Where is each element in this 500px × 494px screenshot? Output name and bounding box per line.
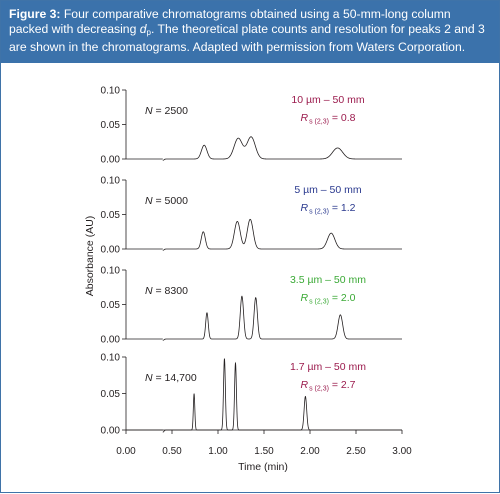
x-tick-label: 1.50 [254, 446, 274, 457]
resolution-value: = 1.2 [329, 202, 356, 214]
resolution-value: = 2.7 [329, 379, 356, 391]
resolution-subscript: s (2,3) [309, 299, 329, 306]
plate-count-value: = 8300 [153, 285, 188, 297]
x-axis-title: Time (min) [238, 461, 288, 473]
resolution-symbol: R [300, 112, 308, 124]
plate-count-value: = 5000 [153, 195, 188, 207]
y-axis-title: Absorbance (AU) [84, 216, 96, 297]
figure-label: Figure 3: [9, 7, 61, 21]
resolution-subscript: s (2,3) [309, 386, 329, 393]
chromatogram-panel: 0.00 0.05 0.10 N = 5000 5 µm – 50 mm Rs (2,3)… [101, 176, 402, 256]
plate-count-label: N = 14,700 [145, 372, 197, 384]
chromatogram-trace [162, 136, 402, 161]
caption-text-before: Four comparative chromatograms obtained … [9, 7, 451, 36]
column-label: 1.7 µm – 50 mm [290, 361, 366, 373]
dp-symbol: d [139, 22, 147, 36]
resolution-subscript: s (2,3) [309, 209, 329, 216]
chromatogram-panel: 0.00 0.05 0.10 N = 8300 3.5 µm – 50 mm Rs (2,… [101, 266, 402, 346]
y-tick-label: 0.05 [101, 120, 121, 131]
chromatogram-trace [162, 358, 402, 433]
dp-subscript: p [146, 28, 151, 37]
chromatogram-trace [162, 218, 402, 251]
resolution-label: Rs (2,3) = 2.7 [300, 379, 355, 393]
plate-count-value: = 2500 [153, 105, 188, 117]
column-label: 5 µm – 50 mm [294, 184, 362, 196]
resolution-label: Rs (2,3) = 0.8 [300, 112, 355, 126]
plate-count-label: N = 5000 [145, 195, 188, 207]
chromatogram-panel: 0.00 0.05 0.10 N = 14,700 1.7 µm – 50 mm Rs (… [101, 353, 402, 437]
resolution-symbol: R [300, 202, 308, 214]
resolution-label: Rs (2,3) = 1.2 [300, 202, 355, 216]
chromatogram-panel: 0.00 0.05 0.10 N = 2500 10 µm – 50 mm Rs (2,3… [101, 86, 402, 166]
column-label: 10 µm – 50 mm [291, 94, 364, 106]
resolution-label: Rs (2,3) = 2.0 [300, 292, 355, 306]
figure-caption: Figure 3: Four comparative chromatograms… [1, 1, 499, 63]
y-tick-label: 0.05 [101, 389, 121, 400]
resolution-value: = 0.8 [329, 112, 356, 124]
y-tick-label: 0.05 [101, 210, 121, 221]
x-tick-label: 2.00 [300, 446, 320, 457]
caption-text-after: . The theoretical plate counts and resol… [9, 22, 485, 54]
plate-count-symbol: N [145, 285, 153, 297]
plate-count-symbol: N [145, 105, 153, 117]
plate-count-symbol: N [145, 195, 153, 207]
y-tick-label: 0.00 [101, 245, 121, 256]
y-tick-label: 0.05 [101, 300, 121, 311]
plate-count-label: N = 8300 [145, 285, 188, 297]
resolution-value: = 2.0 [329, 292, 356, 304]
x-tick-label: 0.00 [116, 446, 136, 457]
y-tick-label: 0.10 [101, 266, 121, 277]
chromatogram-trace [162, 295, 402, 341]
y-tick-label: 0.00 [101, 335, 121, 346]
y-tick-label: 0.00 [101, 426, 121, 437]
y-tick-label: 0.10 [101, 176, 121, 187]
resolution-subscript: s (2,3) [309, 119, 329, 126]
plate-count-label: N = 2500 [145, 105, 188, 117]
plate-count-value: = 14,700 [153, 372, 197, 384]
resolution-symbol: R [300, 292, 308, 304]
plate-count-symbol: N [145, 372, 153, 384]
resolution-symbol: R [300, 379, 308, 391]
x-tick-label: 3.00 [392, 446, 412, 457]
column-label: 3.5 µm – 50 mm [290, 274, 366, 286]
x-tick-label: 1.00 [208, 446, 228, 457]
y-tick-label: 0.00 [101, 155, 121, 166]
y-tick-label: 0.10 [101, 353, 121, 364]
x-tick-label: 2.50 [346, 446, 366, 457]
y-tick-label: 0.10 [101, 86, 121, 97]
x-tick-label: 0.50 [162, 446, 182, 457]
